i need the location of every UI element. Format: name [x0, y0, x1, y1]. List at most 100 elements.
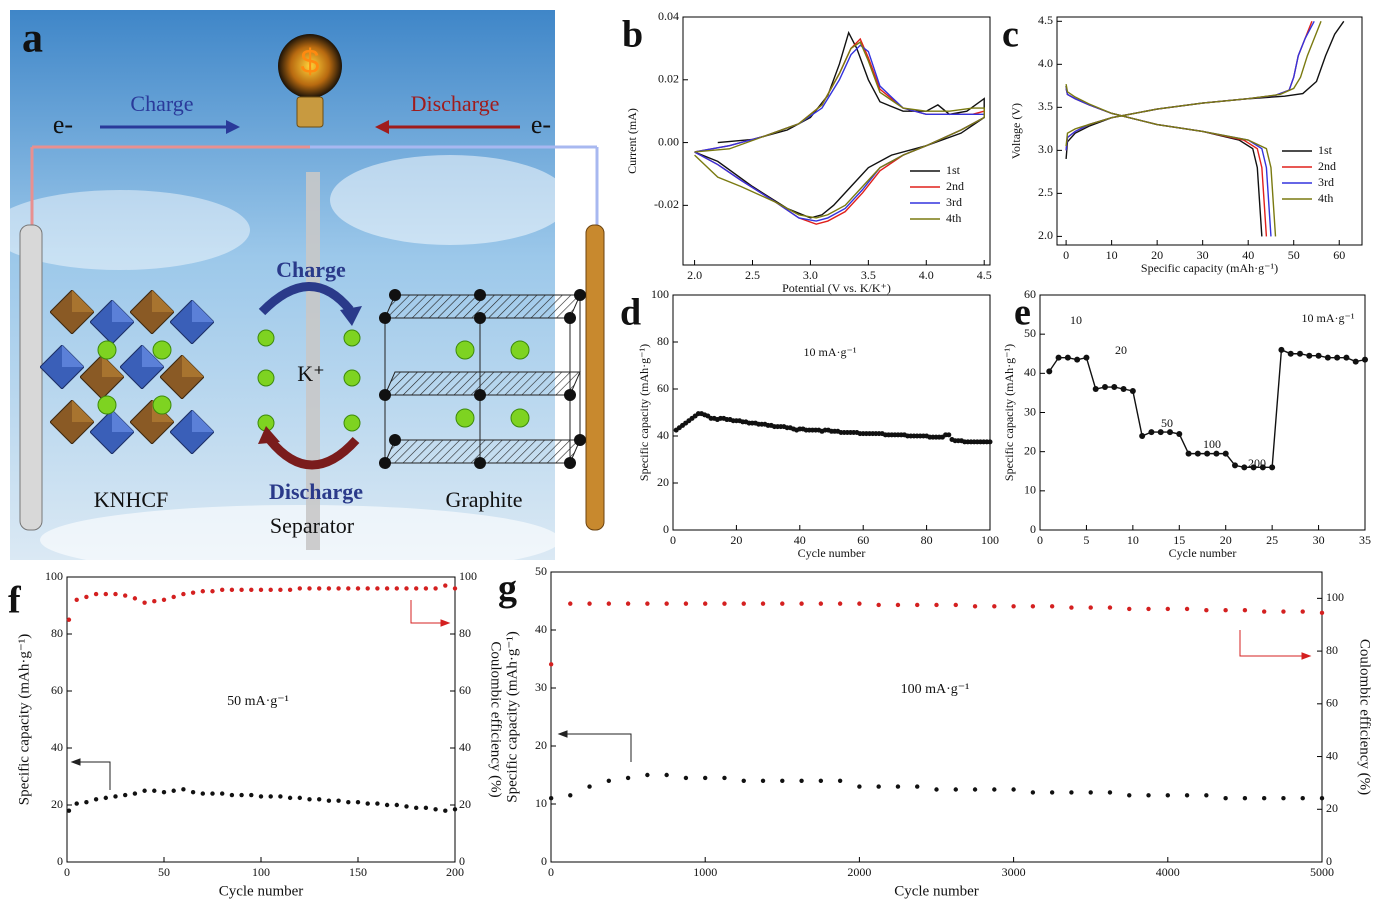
x-tick-label: 20 — [1151, 248, 1163, 262]
arrowhead — [340, 306, 362, 326]
data-point — [1204, 450, 1211, 457]
y-tick-label: 40 — [51, 740, 63, 754]
data-point — [1259, 464, 1266, 471]
arrowhead — [440, 619, 451, 627]
data-point — [287, 587, 293, 593]
data-point — [1300, 609, 1305, 614]
data-point — [443, 583, 448, 588]
y-tick-label: 2.5 — [1038, 185, 1053, 199]
data-point — [780, 601, 785, 606]
data-point — [210, 589, 215, 594]
data-point — [239, 792, 244, 798]
data-point — [1148, 429, 1155, 436]
electron-label: e- — [531, 110, 551, 139]
data-point — [606, 778, 612, 783]
x-tick-label: 20 — [1220, 533, 1232, 547]
data-point — [93, 591, 99, 597]
y-tick-label: 40 — [657, 428, 669, 442]
data-point — [161, 597, 167, 602]
data-point — [210, 791, 215, 796]
x-tick-label: 40 — [1242, 248, 1254, 262]
data-point — [857, 784, 862, 789]
data-point — [1184, 793, 1190, 798]
y-tick-label: 50 — [535, 564, 547, 578]
data-point — [1088, 605, 1093, 610]
electrode-label: KNHCF — [94, 487, 169, 512]
data-point — [1055, 354, 1062, 361]
data-point — [818, 601, 824, 606]
data-point — [113, 794, 118, 799]
ion — [257, 369, 275, 387]
data-point — [404, 586, 409, 591]
arrowhead — [375, 120, 389, 134]
data-point — [229, 587, 235, 593]
cathode-collector — [19, 224, 43, 531]
y-tick-label: 0.00 — [658, 134, 679, 148]
ion — [455, 340, 475, 360]
data-point — [355, 586, 361, 591]
x-tick-label: 2.5 — [745, 268, 760, 282]
y-tick-label: 60 — [1024, 287, 1036, 301]
atom — [474, 389, 486, 401]
x-tick-label: 3.0 — [803, 268, 818, 282]
plot-frame — [66, 576, 456, 863]
data-point — [972, 787, 978, 792]
data-point — [1102, 384, 1108, 391]
y-tick-label: 3.0 — [1038, 142, 1053, 156]
data-point — [1074, 356, 1081, 363]
x-tick-label: 2000 — [847, 865, 871, 879]
plot-frame — [1039, 294, 1366, 531]
data-point — [1049, 604, 1055, 609]
ion — [343, 369, 361, 387]
data-point — [895, 602, 901, 608]
data-point — [876, 602, 881, 608]
data-point — [1204, 608, 1209, 613]
data-point — [84, 799, 89, 805]
atom — [379, 457, 391, 469]
annotation: 100 — [1203, 437, 1221, 451]
y2-tick-label: 80 — [459, 626, 471, 640]
data-point — [1213, 450, 1220, 457]
ion — [152, 340, 172, 360]
x-tick-label: 3000 — [1002, 865, 1026, 879]
data-point — [1250, 464, 1257, 471]
y-tick-label: 0 — [57, 854, 63, 868]
data-point — [1223, 796, 1228, 801]
y2-tick-label: 0 — [459, 854, 465, 868]
data-point — [307, 586, 312, 591]
data-point — [220, 587, 225, 593]
y-tick-label: 0 — [1030, 522, 1036, 536]
data-point — [548, 796, 554, 801]
x-tick-label: 100 — [981, 533, 999, 547]
x-tick-label: 0 — [1063, 248, 1069, 262]
panel-label: b — [622, 14, 643, 56]
data-point — [384, 586, 390, 591]
y-tick-label: 60 — [51, 683, 63, 697]
data-point — [249, 587, 254, 593]
y-axis-title: Current (mA) — [625, 108, 639, 174]
data-point — [152, 599, 157, 604]
data-point — [1064, 354, 1071, 361]
y-tick-label: 80 — [51, 626, 63, 640]
data-point — [297, 586, 302, 591]
data-point — [760, 778, 766, 783]
data-point — [181, 787, 186, 792]
data-point — [915, 602, 920, 608]
legend-label: 1st — [946, 163, 961, 177]
data-point — [171, 594, 176, 600]
carbon-atoms — [379, 289, 586, 469]
data-point — [1269, 464, 1276, 471]
data-point — [336, 798, 341, 803]
data-point — [190, 789, 196, 795]
data-point — [1287, 350, 1294, 357]
y-axis-title: Specific capacity (mAh·g⁻¹) — [1002, 344, 1016, 481]
x-tick-label: 0 — [548, 865, 554, 879]
data-point — [645, 772, 650, 778]
x-tick-label: 4.0 — [919, 268, 934, 282]
data-point — [229, 792, 235, 798]
ion — [343, 414, 361, 432]
data-point — [722, 601, 727, 606]
data-point — [625, 601, 631, 606]
data-point — [317, 797, 322, 802]
x-tick-label: 80 — [921, 533, 933, 547]
